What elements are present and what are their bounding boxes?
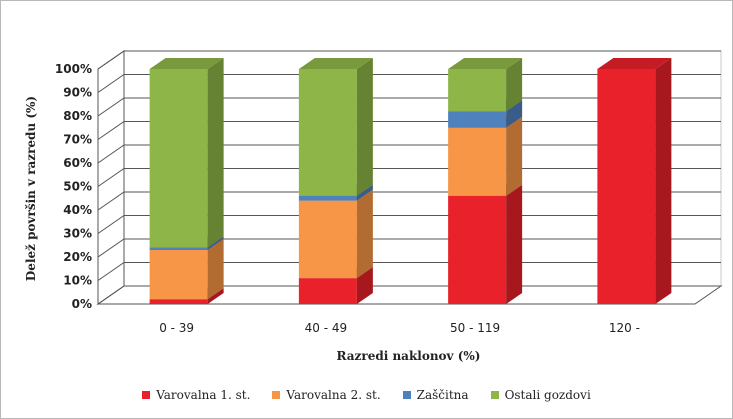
bar-segment: [298, 189, 373, 279]
legend-label: Varovalna 2. st.: [286, 388, 381, 402]
bar-front: [149, 247, 208, 250]
y-tick-label: 100%: [55, 62, 92, 76]
x-tick-label: 50 - 119: [450, 321, 500, 335]
y-tick-label: 80%: [63, 109, 92, 123]
legend-item: Ostali gozdovi: [490, 388, 591, 402]
bar-front: [149, 69, 208, 248]
bar-side: [506, 184, 523, 304]
bar-segment: [448, 184, 523, 304]
bar-side: [655, 58, 672, 304]
bar-top: [448, 58, 523, 69]
bar-segment: [448, 116, 523, 196]
bar-segment: [298, 58, 373, 196]
bar-front: [298, 195, 357, 201]
bar-front: [448, 195, 507, 304]
legend-swatch: [272, 391, 281, 399]
bar-side: [207, 236, 224, 250]
bar-side: [356, 58, 373, 196]
y-tick-label: 10%: [63, 274, 92, 288]
y-tick-label: 60%: [63, 156, 92, 170]
y-tick-label: 0%: [72, 297, 92, 311]
legend-item: Varovalna 1. st.: [142, 388, 250, 402]
bar-segment: [597, 58, 672, 304]
bar-side: [356, 267, 373, 304]
bars: [149, 58, 672, 304]
bar-top: [149, 58, 224, 69]
legend-item: Zaščitna: [402, 388, 469, 402]
bar-front: [149, 299, 208, 304]
y-axis-label: Delež površin v razredu (%): [24, 96, 38, 281]
x-axis-label: Razredi naklonov (%): [337, 349, 481, 363]
y-tick-label: 20%: [63, 250, 92, 264]
bar-front: [597, 69, 656, 304]
legend-item: Varovalna 2. st.: [272, 388, 381, 402]
bar-side: [207, 288, 224, 304]
legend-label: Zaščitna: [416, 388, 469, 402]
bar-side: [506, 100, 523, 128]
bar-segment: [149, 58, 224, 248]
y-tick-label: 30%: [63, 227, 92, 241]
legend-swatch: [142, 391, 151, 399]
bar-front: [298, 200, 357, 279]
bar-front: [448, 69, 507, 112]
y-tick-label: 90%: [63, 86, 92, 100]
bar-side: [506, 58, 523, 112]
gridline: [97, 50, 721, 70]
bar-front: [298, 69, 357, 196]
bar-front: [149, 249, 208, 300]
bar-front: [298, 278, 357, 304]
x-tick-label: 0 - 39: [159, 321, 194, 335]
x-tick-labels: 0 - 39 40 - 49 50 - 119 120 -: [159, 321, 640, 335]
bar-side: [506, 116, 523, 196]
legend-swatch: [402, 391, 411, 399]
bar-top: [298, 58, 373, 69]
bar-segment: [448, 58, 523, 112]
y-tick-label: 50%: [63, 180, 92, 194]
legend-label: Ostali gozdovi: [504, 388, 591, 402]
y-tick-labels: 0% 10% 20% 30% 40% 50% 60% 70% 80% 90% 100%: [55, 62, 92, 311]
legend-swatch: [490, 391, 499, 399]
y-tick-label: 40%: [63, 203, 92, 217]
legend-label: Varovalna 1. st.: [156, 388, 251, 402]
bar-front: [448, 111, 507, 128]
bar-front: [448, 127, 507, 196]
bar-side: [356, 189, 373, 279]
bar-top: [597, 58, 672, 69]
bar-side: [356, 184, 373, 201]
x-tick-label: 120 -: [609, 321, 640, 335]
legend: Varovalna 1. st. Varovalna 2. st. Zaščitna…: [0, 388, 733, 402]
bar-side: [207, 58, 224, 248]
bar-side: [207, 238, 224, 300]
y-tick-label: 70%: [63, 133, 92, 147]
x-tick-label: 40 - 49: [305, 321, 348, 335]
